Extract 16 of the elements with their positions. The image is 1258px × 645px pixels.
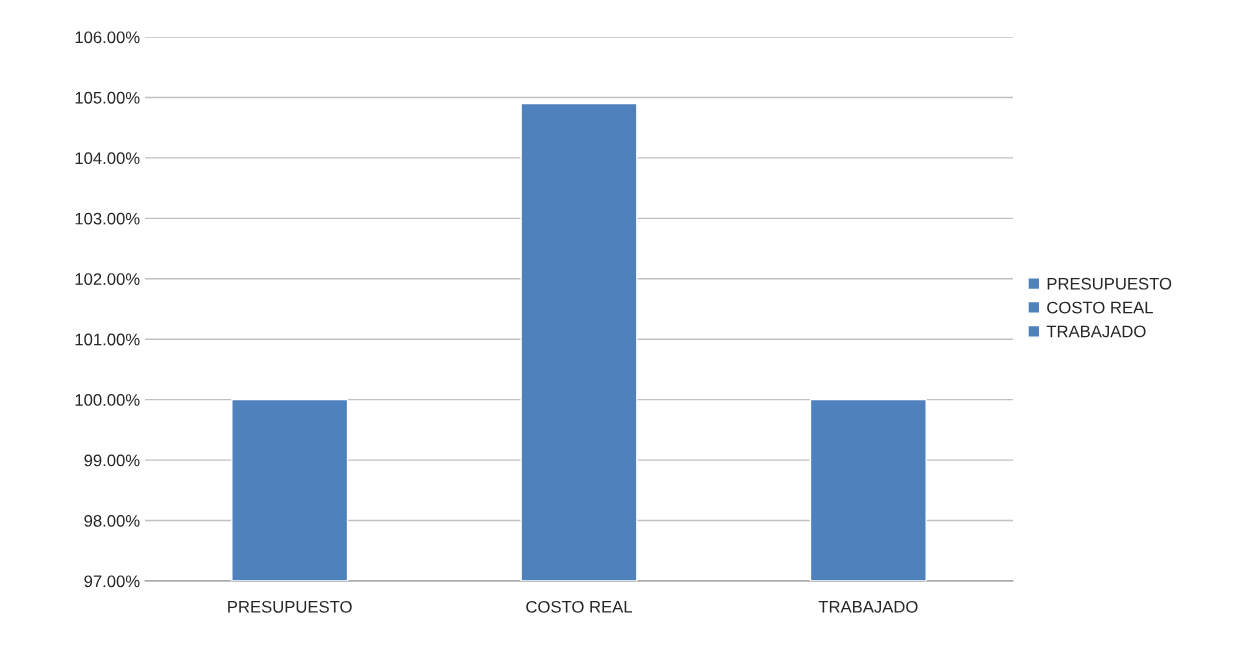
y-tick-label: 106.00% (75, 31, 140, 44)
legend-label: COSTO REAL (1047, 301, 1153, 314)
y-tick-label: 105.00% (75, 91, 140, 104)
y-tick-label: 102.00% (75, 273, 140, 285)
y-tick-label: 101.00% (75, 333, 140, 346)
y-tick-label: 103.00% (75, 212, 140, 225)
x-tick-label: TRABAJADO (818, 600, 918, 613)
y-tick-label: 100.00% (75, 394, 140, 406)
y-tick-label: 99.00% (84, 454, 140, 467)
y-tick-label: 97.00% (84, 575, 140, 588)
x-tick-label: PRESUPUESTO (228, 600, 352, 613)
y-tick-label: 104.00% (75, 152, 140, 165)
x-tick-label: COSTO REAL (526, 600, 633, 613)
legend-label: TRABAJADO (1046, 325, 1146, 338)
legend-label: PRESUPUESTO (1047, 277, 1172, 290)
y-tick-label: 98.00% (84, 514, 140, 527)
